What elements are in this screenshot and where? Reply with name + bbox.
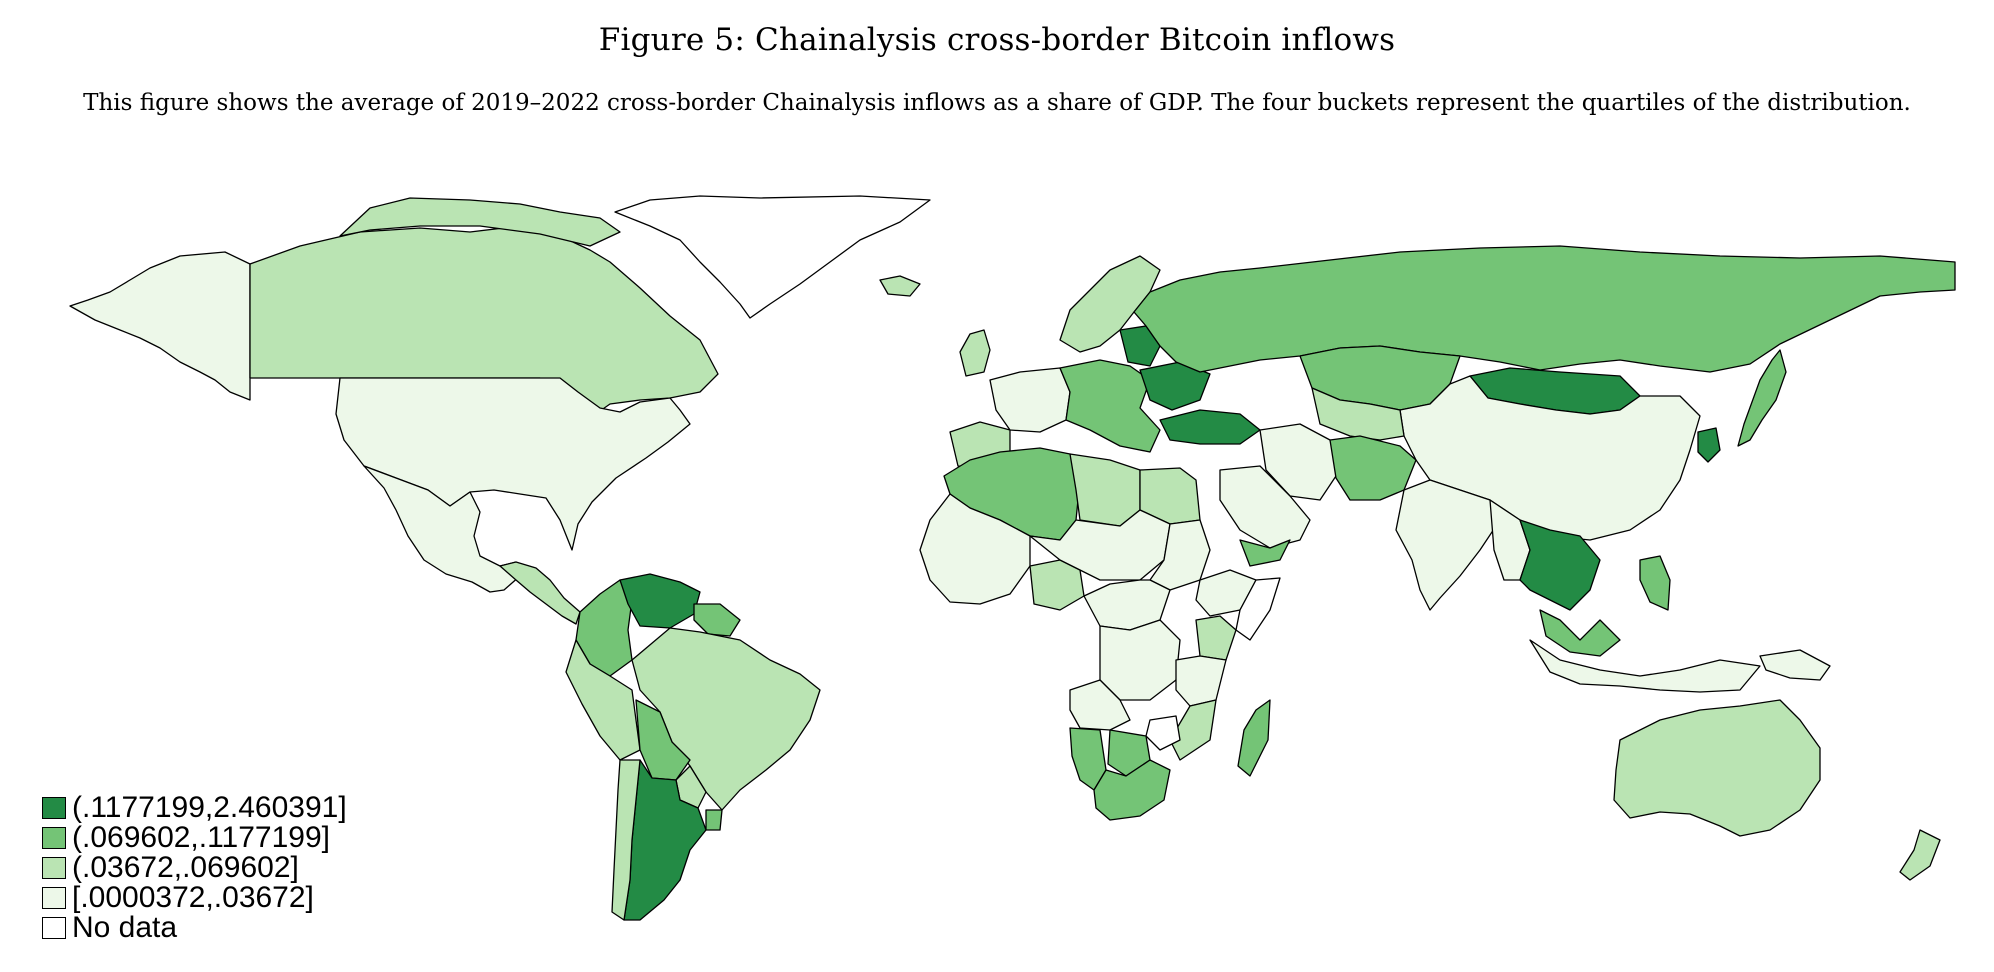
region-uruguay bbox=[705, 809, 723, 831]
legend-swatch-q2 bbox=[42, 857, 66, 879]
legend-swatch-q1 bbox=[42, 887, 66, 909]
region-korea bbox=[1697, 427, 1721, 463]
region-central-america bbox=[499, 561, 581, 625]
region-yemen bbox=[1239, 539, 1291, 567]
region-afghanistan-pakistan bbox=[1329, 435, 1417, 501]
legend-swatch-q3 bbox=[42, 827, 66, 849]
region-guyana bbox=[693, 603, 741, 637]
legend-item-q3: (.069602,.1177199] bbox=[42, 823, 347, 853]
region-greenland bbox=[614, 195, 931, 319]
region-turkey bbox=[1159, 409, 1261, 445]
region-sudan bbox=[1149, 519, 1211, 591]
region-congo bbox=[1099, 619, 1181, 701]
legend-item-q2: (.03672,.069602] bbox=[42, 853, 347, 883]
region-venezuela bbox=[619, 573, 701, 629]
region-western-europe bbox=[989, 367, 1071, 433]
region-japan bbox=[1737, 349, 1787, 447]
region-chile bbox=[611, 759, 641, 921]
region-thailand-vietnam bbox=[1519, 519, 1601, 611]
region-united-states bbox=[335, 377, 691, 551]
region-west-africa bbox=[919, 493, 1031, 605]
legend-label-nodata: No data bbox=[72, 911, 178, 944]
legend-label-q1: [.0000372,.03672] bbox=[72, 881, 314, 914]
legend-swatch-nodata bbox=[42, 917, 66, 939]
map-legend: (.1177199,2.460391] (.069602,.1177199] (… bbox=[42, 793, 347, 943]
region-scandinavia bbox=[1059, 255, 1161, 353]
region-alaska bbox=[69, 251, 251, 401]
legend-item-q1: [.0000372,.03672] bbox=[42, 883, 347, 913]
region-central-europe bbox=[1059, 359, 1161, 453]
legend-label-q2: (.03672,.069602] bbox=[72, 851, 299, 884]
legend-item-q4: (.1177199,2.460391] bbox=[42, 793, 347, 823]
region-indonesia bbox=[1529, 639, 1761, 693]
region-somalia bbox=[1235, 577, 1281, 641]
region-central-asia bbox=[1311, 387, 1405, 441]
region-australia bbox=[1613, 699, 1821, 837]
region-madagascar bbox=[1237, 699, 1271, 777]
region-iran bbox=[1259, 423, 1341, 501]
region-zimbabwe bbox=[1145, 715, 1181, 751]
region-malaysia bbox=[1539, 609, 1621, 657]
region-russia bbox=[1133, 245, 1956, 373]
legend-label-q4: (.1177199,2.460391] bbox=[72, 791, 347, 824]
region-tanzania bbox=[1175, 655, 1227, 707]
legend-swatch-q4 bbox=[42, 797, 66, 819]
region-south-africa bbox=[1093, 759, 1171, 821]
region-canada-islands bbox=[339, 197, 621, 247]
region-libya bbox=[1069, 453, 1141, 527]
region-philippines bbox=[1639, 555, 1671, 611]
legend-item-nodata: No data bbox=[42, 913, 347, 943]
region-papua-new-guinea bbox=[1759, 649, 1831, 681]
region-india bbox=[1395, 479, 1501, 611]
region-baltics bbox=[1119, 325, 1161, 367]
region-bolivia bbox=[635, 699, 691, 781]
region-angola bbox=[1069, 679, 1131, 731]
figure-caption: This figure shows the average of 2019–20… bbox=[83, 90, 1911, 116]
region-united-kingdom bbox=[959, 329, 991, 377]
region-iceland bbox=[879, 275, 921, 297]
legend-label-q3: (.069602,.1177199] bbox=[72, 821, 331, 854]
region-kenya bbox=[1195, 615, 1237, 661]
region-new-zealand bbox=[1899, 829, 1941, 881]
region-arabia bbox=[1219, 465, 1311, 549]
figure-title: Figure 5: Chainalysis cross-border Bitco… bbox=[598, 22, 1396, 58]
